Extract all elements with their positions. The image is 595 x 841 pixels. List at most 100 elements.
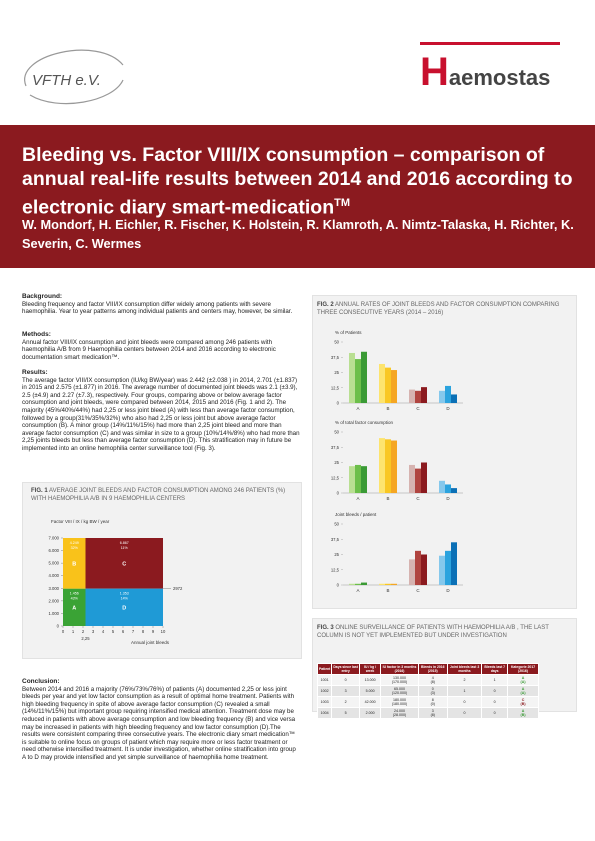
header-cell: Bleeds last 7 days	[481, 663, 509, 675]
paragraph: Annual factor VIII/IX consumption and jo…	[22, 338, 276, 361]
section: Results: The average factor VIII/IX consu…	[22, 369, 300, 453]
table-cell: 130.000 (170.000)	[380, 674, 419, 686]
bar	[421, 554, 427, 585]
section: Conclusion: Between 2014 and 2016 a major…	[22, 678, 300, 762]
bar	[451, 394, 457, 403]
table-cell: 0	[481, 685, 509, 697]
heading: Conclusion:	[22, 678, 60, 685]
title-text: Bleeding vs. Factor VIII/IX consumption …	[22, 144, 573, 219]
bar	[385, 367, 391, 403]
title: Bleeding vs. Factor VIII/IX consumption …	[22, 143, 577, 220]
fig-label: FIG. 1	[31, 488, 48, 494]
x-tick-label: C	[416, 588, 420, 593]
split-label: 2972	[173, 586, 183, 591]
bar	[439, 480, 445, 493]
y-tick-label: 0	[337, 583, 340, 588]
logo-haemostas: Haemostas	[420, 50, 551, 94]
x-tick-label: 3	[92, 629, 95, 634]
y-tick-label: 3.000	[49, 586, 60, 591]
table-cell: A (B)	[507, 707, 539, 719]
bar-chart: % of total factor consumption 0 12,5 25 37,5…	[331, 420, 463, 501]
table-cell: A (A)	[507, 685, 539, 697]
quadrant-value: 32%	[71, 546, 79, 550]
x-tick-label: 6	[122, 629, 125, 634]
logo-line	[420, 42, 560, 85]
caption: FIG. 2 ANNUAL RATES OF JOINT BLEEDS AND …	[317, 302, 572, 317]
bar	[445, 550, 451, 585]
y-tick-label: 0	[337, 491, 340, 496]
logo-arc	[24, 49, 124, 87]
header-cell: IU / kg / week	[358, 663, 382, 675]
quadrant-value: 11%	[121, 546, 129, 550]
table-cell: 1001	[316, 674, 333, 686]
y-tick-label: 1.000	[49, 611, 60, 616]
table-cell: A (A)	[507, 674, 539, 686]
bar	[391, 583, 397, 585]
table-cell: 4 (8)	[417, 674, 448, 686]
table-cell: 2	[331, 696, 360, 708]
bar-chart: % of Patients 0 12,5 25 37,5 50 A B C D	[331, 330, 463, 411]
table-cell: 2	[446, 674, 483, 686]
section: Background: Bleeding frequency and factor…	[22, 293, 300, 316]
bar	[349, 466, 355, 493]
y-tick-label: 50	[334, 340, 339, 345]
x-tick-label: D	[446, 496, 450, 501]
header-cell: Bleeds in 2016 (2015)	[417, 663, 448, 675]
table-cell: 1	[446, 685, 483, 697]
title-sup: TM	[334, 197, 350, 209]
table-cell: 2.000	[358, 707, 382, 719]
table-cell: 1	[481, 674, 509, 686]
bar	[451, 542, 457, 585]
caption: FIG. 1 AVERAGE JOINT BLEEDS AND FACTOR C…	[31, 488, 293, 503]
bar	[355, 359, 361, 403]
x-tick-label: D	[446, 406, 450, 411]
bar	[421, 387, 427, 403]
bar	[385, 439, 391, 493]
x-tick-label: D	[446, 588, 450, 593]
bar	[355, 583, 361, 585]
table-cell: 0	[446, 707, 483, 719]
quadrant	[63, 538, 86, 589]
bar	[445, 484, 451, 493]
bar	[439, 555, 445, 585]
quadrant	[85, 538, 163, 589]
y-tick-label: 25	[334, 552, 339, 557]
y-tick-label: 25	[334, 460, 339, 465]
table-cell: 0 (3)	[417, 685, 448, 697]
heading: Results:	[22, 369, 48, 376]
quadrant-chart: Factor VIII / IX / kg BW / year Annual jo…	[49, 519, 183, 645]
y-axis-label: Joint bleeds / patient	[335, 512, 377, 517]
bar-chart: Joint bleeds / patient 0 12,5 25 37,5 50 A B C D	[331, 512, 463, 593]
x-tick-label: 10	[161, 629, 166, 634]
bar	[409, 464, 415, 493]
bar	[409, 389, 415, 403]
fig-label: FIG. 2	[317, 302, 334, 308]
logo-arc	[29, 79, 124, 105]
header-cell: Kategorie 2017 (2016)	[507, 663, 539, 675]
bar	[379, 363, 385, 403]
quadrant-letter: C	[122, 561, 126, 567]
bar	[445, 385, 451, 403]
figure-3: FIG. 3 ONLINE SURVEILLANCE OF PATIENTS W…	[312, 618, 577, 719]
bar	[355, 464, 361, 493]
bar	[379, 583, 385, 585]
table-cell: 1003	[316, 696, 333, 708]
quadrant-letter: A	[72, 605, 76, 611]
table-row: 1003 2 42.000 180.000 (180.000) 8 (0) 0 0 C (B)	[316, 696, 539, 708]
y-tick-label: 6.000	[49, 548, 60, 553]
table-row: 1004 5 2.000 24.000 (28.000) 3 (8) 0 0 A (B)	[316, 707, 539, 719]
bar	[421, 462, 427, 493]
logo-text: VFTH e.V.	[32, 72, 101, 89]
x-tick-label: 7	[132, 629, 135, 634]
x-tick-label: 2	[82, 629, 85, 634]
x-tick-label: A	[356, 496, 359, 501]
x-tick-label: C	[416, 496, 420, 501]
bar	[349, 352, 355, 403]
y-tick-label: 37,5	[331, 537, 340, 542]
bar	[415, 550, 421, 585]
header-cell: IU factor in 3 months (2016)	[380, 663, 419, 675]
paragraph: Bleeding frequency and factor VIII/IX co…	[22, 300, 293, 316]
y-tick-label: 0	[57, 624, 60, 629]
x-tick-label: 4	[102, 629, 105, 634]
